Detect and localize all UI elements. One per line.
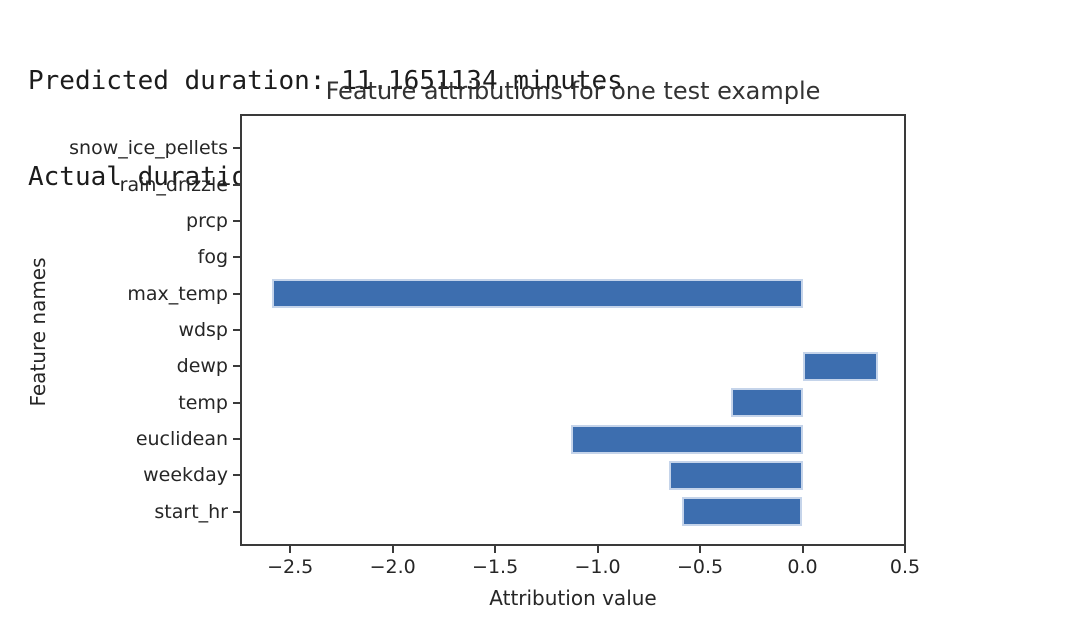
x-axis-label: Attribution value <box>489 586 657 610</box>
y-tick-label: max_temp <box>127 282 228 305</box>
y-tick-mark <box>233 183 240 186</box>
x-tick-label: 0.0 <box>787 556 818 578</box>
y-tick-label: prcp <box>186 209 228 232</box>
x-tick-label: −1.0 <box>574 556 621 578</box>
x-tick-label: −2.0 <box>369 556 416 578</box>
bar-weekday <box>669 460 803 490</box>
y-tick-label: euclidean <box>135 428 228 451</box>
bar-euclidean <box>570 424 803 454</box>
x-tick-label: 0.5 <box>889 556 921 578</box>
y-tick-mark <box>233 147 240 150</box>
x-tick-mark <box>903 546 906 553</box>
y-tick-mark <box>233 365 240 368</box>
x-tick-label: −0.5 <box>676 556 724 578</box>
x-tick-label: −1.5 <box>472 556 519 578</box>
y-tick-mark <box>233 329 240 331</box>
y-tick-label: fog <box>197 246 228 269</box>
x-tick-mark <box>391 546 394 553</box>
x-tick-mark <box>596 546 599 553</box>
y-tick-mark <box>233 401 240 404</box>
x-tick-label: −2.5 <box>267 556 314 578</box>
bar-start_hr <box>681 497 803 527</box>
x-tick-mark <box>494 546 497 553</box>
y-tick-mark <box>233 292 240 295</box>
x-tick-mark <box>699 546 702 553</box>
predicted-duration-line: Predicted duration: 11.1651134 minutes <box>28 66 623 96</box>
y-tick-mark <box>233 474 240 477</box>
y-tick-label: dewp <box>176 355 228 378</box>
y-tick-label: start_hr <box>154 500 228 523</box>
y-tick-label: snow_ice_pellets <box>69 137 228 160</box>
y-tick-label: weekday <box>143 464 228 487</box>
y-tick-mark <box>233 438 240 441</box>
bar-max_temp <box>271 279 803 309</box>
y-tick-mark <box>233 510 240 513</box>
bar-temp <box>730 388 803 418</box>
y-tick-label: wdsp <box>178 319 228 341</box>
y-tick-label: temp <box>178 391 228 414</box>
x-tick-mark <box>289 546 292 553</box>
bar-dewp <box>802 351 879 381</box>
y-tick-label: rain_drizzle <box>119 173 228 196</box>
y-tick-mark <box>233 219 240 222</box>
x-tick-mark <box>801 546 804 553</box>
y-tick-mark <box>233 256 240 259</box>
plot-area <box>240 114 906 546</box>
chart-title: Feature attributions for one test exampl… <box>325 77 821 105</box>
